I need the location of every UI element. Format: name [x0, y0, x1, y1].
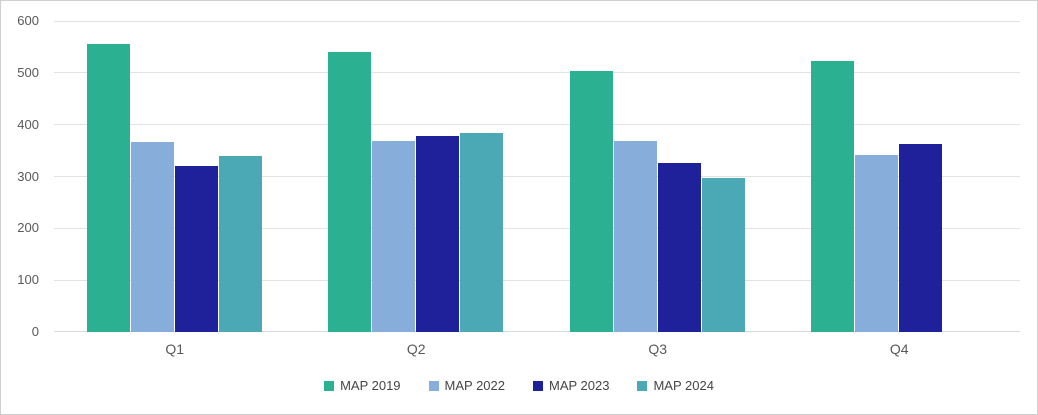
bar-map-2023-q2 [416, 136, 460, 332]
legend-item-map-2022: MAP 2022 [428, 378, 505, 393]
y-tick-label-0: 0 [31, 324, 39, 339]
gridline-y-300 [54, 176, 1020, 177]
legend-item-map-2024: MAP 2024 [637, 378, 714, 393]
gridline-y-500 [54, 72, 1020, 74]
bar-map-2019-q2 [328, 52, 372, 332]
bar-map-2022-q3 [613, 140, 657, 332]
legend-item-map-2023: MAP 2023 [533, 378, 609, 393]
bar-map-2019-q4 [811, 61, 855, 332]
bar-map-2019-q1 [86, 44, 130, 332]
gridline-y-100 [54, 279, 1020, 281]
bar-map-2023-q1 [174, 165, 218, 332]
legend-swatch-icon [324, 380, 335, 391]
bar-map-2023-q3 [657, 162, 701, 332]
y-tick-label-200: 200 [17, 220, 39, 236]
legend-swatch-icon [637, 380, 648, 391]
legend-label: MAP 2019 [340, 378, 401, 393]
x-tick-label-q2: Q2 [406, 341, 426, 357]
bar-map-2024-q2 [460, 132, 504, 332]
legend-label: MAP 2024 [653, 378, 714, 393]
plot-area [54, 20, 1020, 332]
y-tick-label-300: 300 [17, 168, 39, 184]
x-tick-label-q1: Q1 [165, 341, 185, 357]
bar-map-2024-q3 [701, 177, 745, 332]
gridline-y-400 [54, 124, 1020, 126]
y-tick-label-600: 600 [17, 13, 39, 28]
x-tick-label-q4: Q4 [889, 341, 909, 357]
bar-map-2022-q2 [372, 141, 416, 332]
bar-map-2023-q4 [899, 143, 943, 332]
legend-label: MAP 2022 [444, 378, 505, 393]
gridline-y-0 [54, 331, 1020, 332]
bar-map-2019-q3 [569, 70, 613, 332]
y-tick-label-100: 100 [17, 272, 39, 288]
legend-swatch-icon [533, 380, 543, 391]
legend-label: MAP 2023 [549, 378, 610, 393]
legend: MAP 2019 MAP 2022 MAP 2023 MAP 2024 [1, 378, 1037, 393]
x-tick-label-q3: Q3 [648, 341, 668, 357]
bar-map-2024-q1 [218, 156, 262, 332]
bar-map-2022-q4 [855, 155, 899, 332]
bar-map-2022-q1 [130, 142, 174, 332]
legend-item-map-2019: MAP 2019 [324, 378, 401, 393]
gridline-y-200 [54, 227, 1020, 229]
legend-swatch-icon [428, 380, 439, 391]
gridline-y-600 [54, 20, 1020, 22]
y-tick-label-500: 500 [17, 64, 39, 80]
y-tick-label-400: 400 [17, 116, 39, 132]
